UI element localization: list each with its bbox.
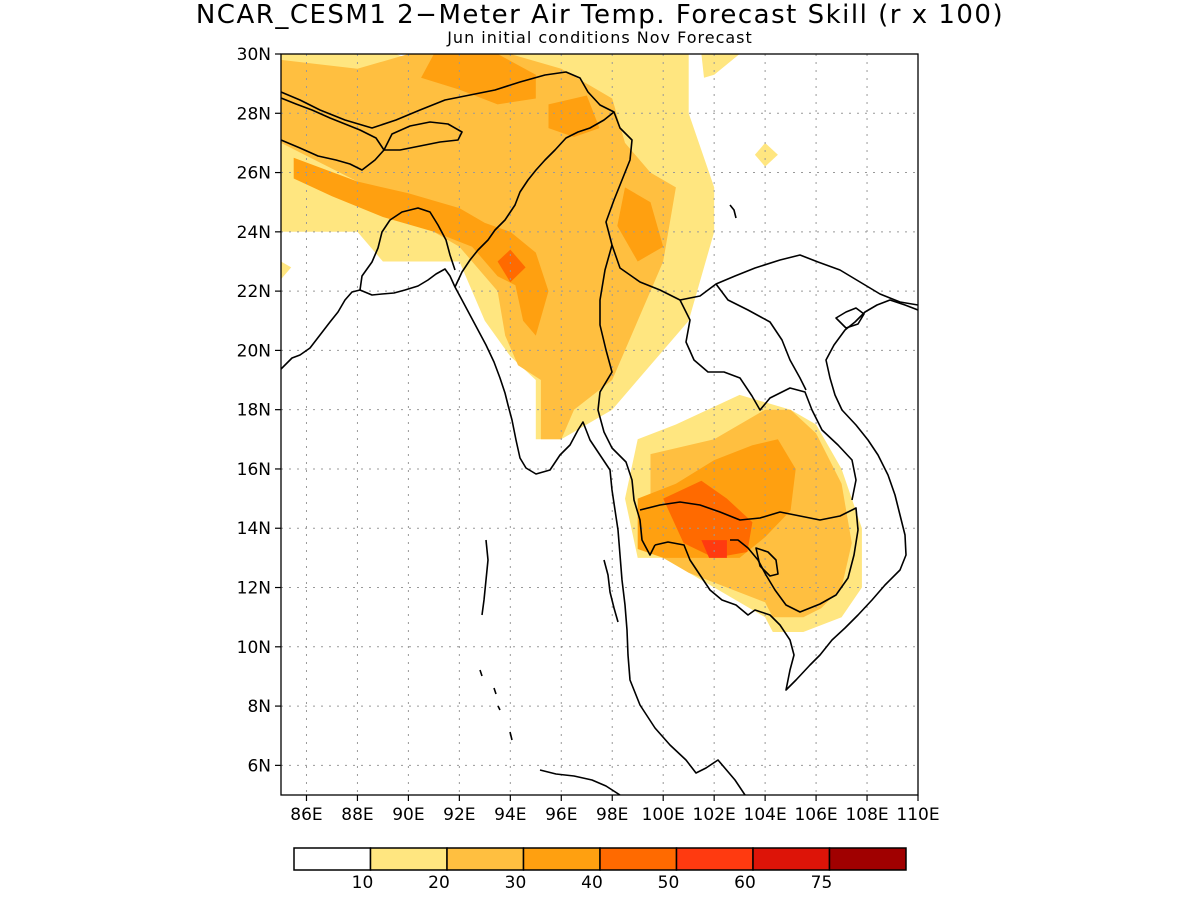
colorbar-label: 75 — [811, 873, 833, 893]
lat-label: 20N — [237, 341, 271, 361]
coast-islands-east — [729, 204, 737, 219]
border-bhutan — [383, 121, 463, 151]
coastline-sumatra — [539, 769, 621, 795]
colorbar-labels: 10 20 30 40 50 60 75 — [352, 873, 833, 893]
lat-label: 12N — [237, 579, 271, 599]
islands-mergui — [603, 559, 619, 623]
lon-label: 90E — [392, 805, 424, 825]
colorbar-bin-0 — [293, 847, 372, 871]
skill-region-40-13 — [497, 249, 526, 283]
colorbar-bin-2 — [446, 847, 525, 871]
lat-label: 8N — [247, 697, 271, 717]
andaman-islands — [481, 539, 489, 616]
coastline-gulf-of-thailand — [654, 299, 918, 691]
lon-label: 96E — [545, 805, 577, 825]
skill-region-50-14 — [701, 540, 727, 558]
lat-label: 14N — [237, 519, 271, 539]
lon-label: 102E — [693, 805, 736, 825]
coastline-bay-of-bengal — [281, 268, 746, 795]
skill-region-10-2 — [701, 54, 740, 78]
border-laos-vietnam — [715, 283, 807, 391]
border-bangladesh — [359, 207, 456, 291]
border-laos — [679, 299, 857, 501]
skill-region-10-3 — [754, 142, 778, 167]
lat-label: 18N — [237, 401, 271, 421]
longitude-labels: 86E 88E 90E 92E 94E 96E 98E 100E 102E 104E 106E 108… — [290, 805, 939, 825]
border-cambodia — [639, 501, 859, 613]
skill-region-40-12 — [663, 480, 753, 558]
colorbar-bin-6 — [752, 847, 831, 871]
colorbar-bin-4 — [599, 847, 678, 871]
border-myanmar-thailand — [597, 244, 656, 556]
lon-label: 100E — [642, 805, 685, 825]
lon-label: 110E — [896, 805, 939, 825]
lon-label: 88E — [341, 805, 373, 825]
coastline-hainan — [835, 307, 865, 329]
lat-label: 30N — [237, 45, 271, 65]
colorbar-bin-3 — [522, 847, 601, 871]
skill-region-30-7 — [421, 54, 536, 105]
lat-label: 16N — [237, 460, 271, 480]
plot-frame — [280, 53, 919, 796]
colorbar-label: 10 — [352, 873, 374, 893]
lat-label: 24N — [237, 223, 271, 243]
colorbar-label: 30 — [505, 873, 527, 893]
lat-label: 10N — [237, 638, 271, 658]
lon-label: 92E — [443, 805, 475, 825]
colorbar-label: 60 — [734, 873, 756, 893]
colorbar-bin-5 — [675, 847, 754, 871]
lon-label: 98E — [596, 805, 628, 825]
lon-label: 86E — [290, 805, 322, 825]
lat-label: 26N — [237, 164, 271, 184]
nicobar-islands — [479, 669, 513, 741]
lon-label: 94E — [494, 805, 526, 825]
lake-tonle-sap — [755, 547, 779, 577]
colorbar-bins — [293, 847, 907, 871]
skill-region-30-10 — [617, 187, 664, 262]
colorbar-bin-7 — [828, 847, 907, 871]
colorbar-label: 20 — [428, 873, 450, 893]
lat-label: 6N — [247, 756, 271, 776]
border-india-myanmar — [454, 111, 615, 288]
skill-region-10-1 — [281, 261, 292, 280]
lat-label: 28N — [237, 104, 271, 124]
border-china-north — [281, 71, 918, 306]
colorbar-bin-1 — [369, 847, 448, 871]
map-subtitle: Jun initial conditions Nov Forecast — [447, 28, 753, 47]
map-title: NCAR_CESM1 2−Meter Air Temp. Forecast Sk… — [195, 0, 1005, 30]
colorbar-label: 40 — [581, 873, 603, 893]
colorbar-label: 50 — [658, 873, 680, 893]
map-gridlines — [281, 54, 918, 795]
lon-label: 106E — [794, 805, 837, 825]
coastlines-and-borders — [281, 71, 918, 795]
lon-label: 108E — [845, 805, 888, 825]
lon-label: 104E — [744, 805, 787, 825]
axis-ticks — [275, 53, 919, 801]
skill-region-30-9 — [293, 157, 549, 336]
lat-label: 22N — [237, 282, 271, 302]
latitude-labels: 30N 28N 26N 24N 22N 20N 18N 16N 14N 12N 10N 8N 6N — [237, 45, 271, 776]
